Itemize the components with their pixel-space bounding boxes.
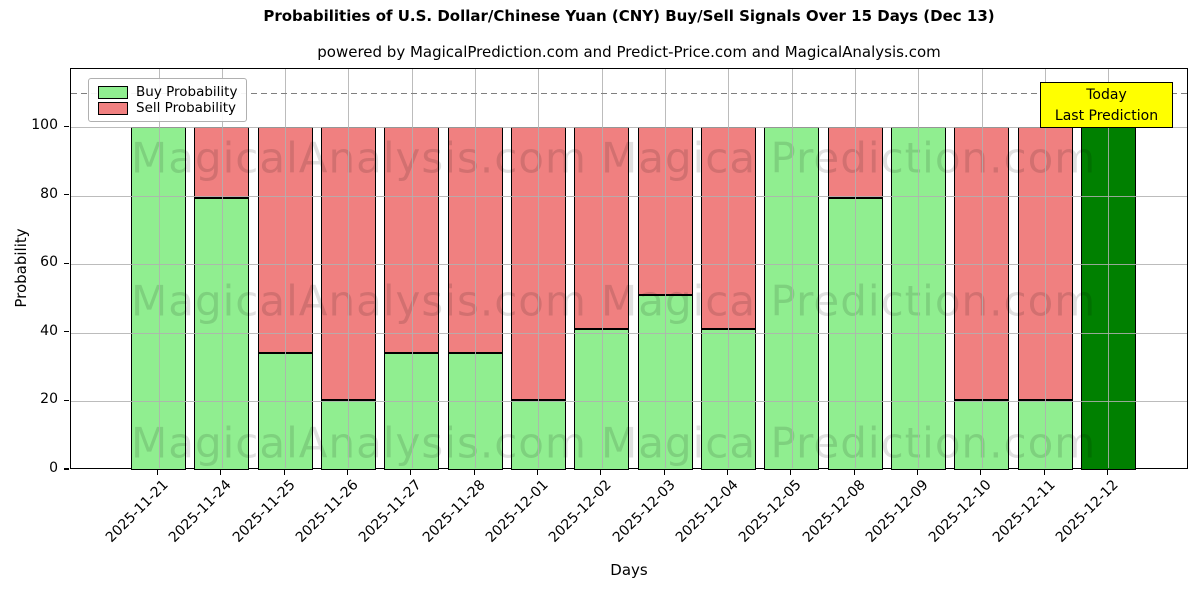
x-tick [726, 470, 729, 475]
x-tick [600, 470, 602, 475]
y-tick-label: 40 [40, 322, 58, 339]
legend-item-buy: Buy Probability [98, 84, 237, 100]
x-tick-label: 2025-12-09 [862, 477, 932, 546]
gridline-vertical [665, 69, 667, 468]
gridline-vertical [855, 69, 857, 468]
x-tick [346, 470, 349, 475]
gridline-horizontal [71, 195, 1187, 197]
watermark-text: Magica Prediction.com [601, 418, 1097, 468]
gridline-vertical [918, 69, 920, 468]
chart-subtitle: powered by MagicalPrediction.com and Pre… [317, 43, 941, 61]
gridline-vertical [348, 69, 350, 468]
x-tick-label: 2025-12-04 [672, 477, 742, 546]
x-tick [980, 470, 982, 475]
gridline-vertical [1045, 69, 1047, 468]
legend-swatch-sell [98, 101, 128, 115]
y-tick-label: 60 [40, 254, 58, 271]
x-tick [410, 470, 412, 475]
gridline-horizontal [71, 401, 1187, 403]
legend-label-buy: Buy Probability [136, 84, 238, 100]
x-tick-label: 2025-11-21 [102, 477, 172, 546]
gridline-horizontal [71, 264, 1187, 266]
x-tick-label: 2025-11-26 [292, 477, 362, 546]
y-tick-label: 20 [40, 391, 58, 408]
gridline-horizontal [71, 127, 1187, 129]
annotation-line-1: Today [1086, 87, 1127, 103]
watermark-text: MagicalAnalysis.com [131, 133, 587, 183]
y-tick-label: 80 [40, 185, 58, 202]
x-tick [916, 470, 919, 475]
y-tick-label: 0 [49, 460, 58, 476]
x-tick-label: 2025-12-03 [609, 477, 679, 546]
x-tick-label: 2025-11-28 [419, 477, 489, 546]
x-tick-label: 2025-12-08 [799, 477, 869, 546]
gridline-horizontal [71, 332, 1187, 334]
watermark-text: MagicalAnalysis.com [131, 276, 587, 326]
x-axis-label: Days [610, 561, 648, 579]
x-tick-label: 2025-12-02 [546, 477, 616, 546]
y-tick [64, 125, 69, 127]
x-tick [220, 470, 222, 475]
x-tick-label: 2025-11-27 [356, 477, 426, 546]
plot-area: MagicalAnalysis.com Magica Prediction.com… [70, 68, 1188, 470]
watermark-text: MagicalAnalysis.com [131, 418, 587, 468]
x-tick-label: 2025-11-24 [166, 477, 236, 546]
gridline-vertical [791, 69, 793, 468]
x-tick-label: 2025-12-10 [926, 477, 996, 546]
gridline-vertical [158, 69, 160, 468]
x-tick [790, 470, 792, 475]
gridline-vertical [411, 69, 413, 468]
x-tick [1106, 470, 1109, 475]
x-tick-label: 2025-12-12 [1052, 477, 1122, 546]
x-tick-label: 2025-12-01 [482, 477, 552, 546]
chart-title: Probabilities of U.S. Dollar/Chinese Yua… [263, 7, 995, 25]
watermark-text: Magica Prediction.com [601, 276, 1097, 326]
y-axis-label: Probability [12, 228, 30, 308]
gridline-vertical [728, 69, 730, 468]
watermark-text: Magica Prediction.com [601, 133, 1097, 183]
gridline-vertical [221, 69, 223, 468]
gridline-vertical [981, 69, 983, 468]
x-tick-label: 2025-12-11 [989, 477, 1059, 546]
y-tick [64, 194, 69, 196]
x-tick [1043, 470, 1045, 475]
y-tick [64, 399, 69, 402]
x-tick [853, 470, 855, 475]
x-tick [536, 470, 539, 475]
gridline-vertical [475, 69, 477, 468]
today-annotation-box: Today Last Prediction [1040, 82, 1173, 128]
gridline-vertical [601, 69, 603, 468]
x-tick [663, 470, 665, 475]
legend-label-sell: Sell Probability [136, 100, 237, 116]
y-tick [64, 262, 69, 264]
annotation-line-2: Last Prediction [1054, 108, 1159, 124]
x-tick [473, 470, 475, 475]
gridline-vertical [285, 69, 287, 468]
y-tick [64, 331, 69, 333]
x-tick-label: 2025-11-25 [229, 477, 299, 546]
gridline-vertical [1108, 69, 1110, 468]
x-tick-label: 2025-12-05 [736, 477, 806, 546]
x-tick [283, 470, 285, 475]
threshold-dashed-line [71, 92, 1187, 95]
y-tick-label: 100 [31, 117, 58, 134]
legend: Buy Probability Sell Probability [88, 78, 247, 122]
legend-swatch-buy [98, 85, 128, 99]
gridline-vertical [538, 69, 540, 468]
y-tick [64, 468, 69, 470]
legend-item-sell: Sell Probability [98, 100, 237, 116]
x-tick [156, 470, 159, 475]
